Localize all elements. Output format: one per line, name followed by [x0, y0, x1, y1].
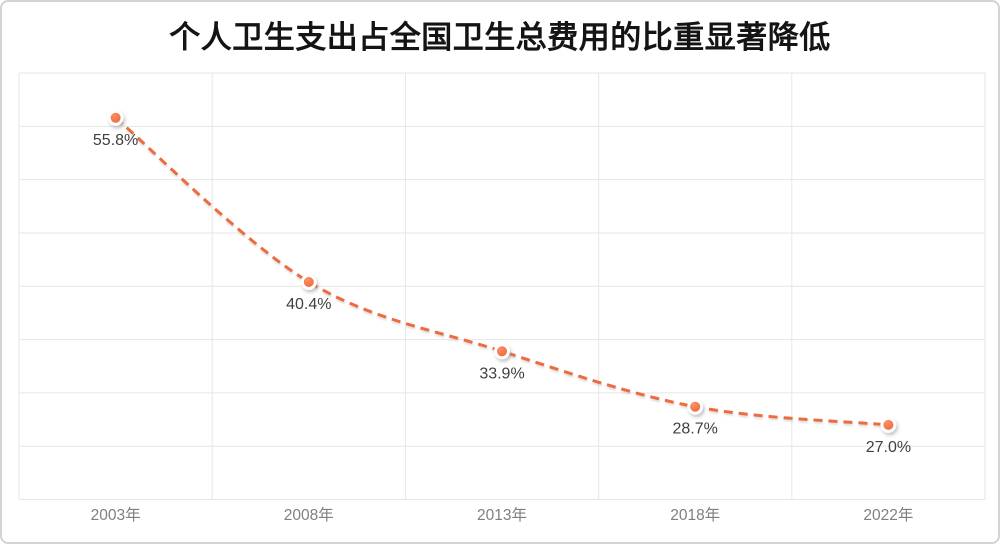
data-label: 33.9%: [479, 365, 524, 382]
x-tick-label: 2018年: [670, 506, 720, 524]
x-tick-label: 2008年: [284, 506, 334, 524]
x-tick-label: 2022年: [863, 506, 913, 524]
data-point-marker: [880, 416, 897, 433]
chart-title: 个人卫生支出占全国卫生总费用的比重显著降低: [169, 20, 831, 55]
data-label: 27.0%: [866, 439, 911, 456]
x-tick-label: 2013年: [477, 506, 527, 524]
series-line: [114, 116, 889, 427]
data-point-marker: [687, 398, 704, 415]
data-labels: 55.8% 40.4% 33.9% 28.7% 27.0%: [93, 132, 911, 456]
x-tick-label: 2003年: [91, 506, 141, 524]
series-dashed-line: [114, 116, 889, 427]
data-point-marker: [494, 343, 510, 360]
data-label: 28.7%: [673, 421, 718, 438]
data-point-markers: [107, 109, 897, 433]
gridlines: [18, 72, 986, 500]
data-point-marker: [107, 109, 124, 126]
data-label: 40.4%: [286, 296, 331, 313]
data-label: 55.8%: [93, 132, 138, 149]
x-axis-labels: 2003年 2008年 2013年 2018年 2022年: [91, 506, 914, 524]
data-point-marker: [300, 273, 317, 290]
